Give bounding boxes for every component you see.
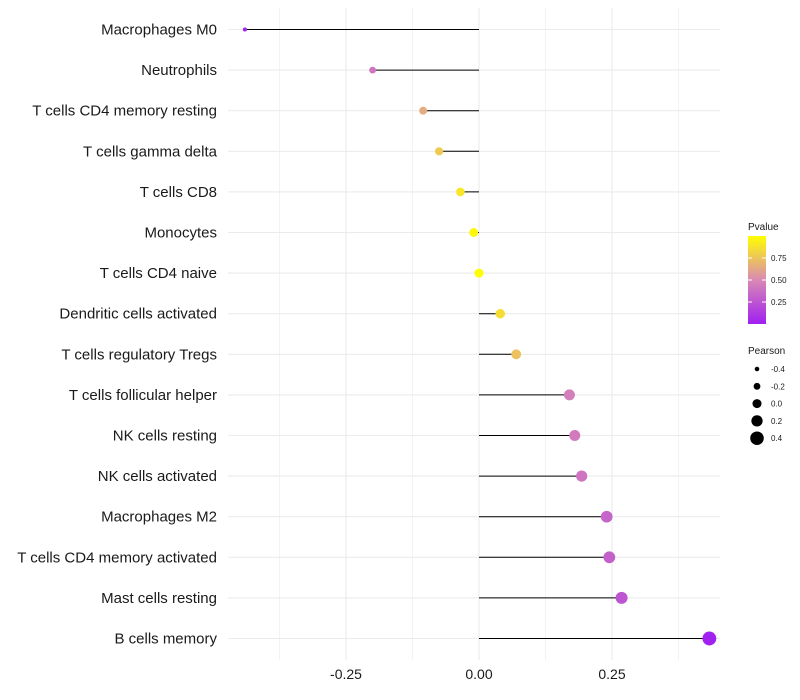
lollipop-dot — [242, 27, 247, 32]
lollipop-dot — [563, 389, 575, 401]
stem-layer — [244, 29, 710, 639]
pearson-legend: Pearson -0.4 -0.2 0.0 0.2 0.4 — [748, 346, 785, 445]
colorbar-tick-label: 0.75 — [771, 254, 787, 263]
category-labels: Macrophages M0 Neutrophils T cells CD4 mem… — [17, 22, 217, 648]
x-axis-ticks: -0.25 0.00 0.25 — [330, 666, 626, 682]
category-label: T cells CD8 — [140, 184, 217, 201]
lollipop-dot — [615, 591, 628, 604]
lollipop-dot — [495, 308, 506, 319]
lollipop-dot — [511, 349, 522, 360]
x-tick-label: 0.25 — [598, 666, 625, 682]
size-legend-dot — [750, 431, 764, 445]
lollipop-dot — [469, 228, 479, 237]
lollipop-dot — [702, 631, 717, 646]
category-label: Macrophages M0 — [101, 22, 217, 39]
lollipop-dot — [435, 147, 444, 156]
category-label: Macrophages M2 — [101, 509, 217, 526]
pvalue-legend-title: Pvalue — [748, 222, 779, 233]
category-label: NK cells resting — [113, 428, 217, 445]
size-legend-dot — [754, 366, 760, 372]
category-label: T cells CD4 memory resting — [32, 103, 217, 120]
size-legend-dot — [753, 382, 761, 390]
category-label: T cells gamma delta — [83, 143, 218, 160]
category-label: T cells follicular helper — [69, 387, 217, 404]
lollipop-dot — [474, 268, 484, 278]
category-label: Neutrophils — [141, 62, 217, 79]
colorbar-tick-label: 0.25 — [771, 298, 787, 307]
category-label: Mast cells resting — [101, 590, 217, 607]
grid-layer — [228, 8, 720, 660]
category-label: Monocytes — [144, 225, 217, 242]
category-label: B cells memory — [114, 631, 217, 648]
category-label: Dendritic cells activated — [59, 306, 217, 323]
pvalue-colorbar — [748, 236, 766, 324]
dot-layer — [242, 27, 717, 646]
lollipop-dot — [369, 66, 376, 74]
category-label: NK cells activated — [98, 468, 217, 485]
x-tick-label: 0.00 — [465, 666, 492, 682]
lollipop-dot — [419, 106, 428, 115]
size-legend-label: 0.2 — [771, 417, 783, 426]
size-legend-label: 0.4 — [771, 434, 783, 443]
pvalue-legend: Pvalue 0.25 0.50 0.75 — [748, 222, 787, 324]
size-legend-label: -0.2 — [771, 382, 785, 391]
size-legend-label: -0.4 — [771, 365, 785, 374]
lollipop-dot — [569, 429, 581, 442]
pearson-legend-title: Pearson — [748, 346, 785, 357]
lollipop-dot — [600, 510, 613, 523]
category-label: T cells regulatory Tregs — [61, 346, 217, 363]
size-legend-label: 0.0 — [771, 400, 783, 409]
colorbar-tick-label: 0.50 — [771, 276, 787, 285]
size-legend-dot — [752, 399, 762, 409]
x-tick-label: -0.25 — [330, 666, 362, 682]
size-legend-dot — [751, 415, 763, 427]
category-label: T cells CD4 naive — [100, 265, 217, 282]
lollipop-dot — [603, 551, 616, 564]
lollipop-dot — [576, 470, 588, 482]
lollipop-dot — [456, 187, 465, 197]
category-label: T cells CD4 memory activated — [17, 549, 217, 566]
